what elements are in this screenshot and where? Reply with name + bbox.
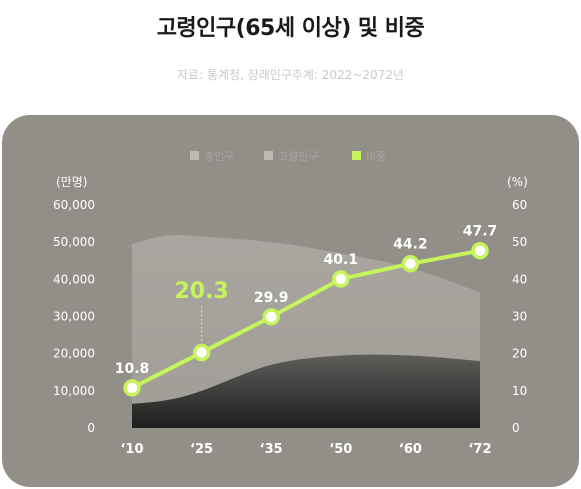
right-tick-label: 30 xyxy=(512,310,527,324)
right-tick-label: 60 xyxy=(512,198,527,212)
x-tick-label: ‘35 xyxy=(260,442,283,457)
x-tick-label: ‘72 xyxy=(468,442,491,457)
left-tick-label: 40,000 xyxy=(53,272,95,286)
left-tick-label: 50,000 xyxy=(53,235,95,249)
left-axis-unit: (만명) xyxy=(56,175,87,189)
share-point xyxy=(332,270,350,288)
right-tick-label: 10 xyxy=(512,384,527,398)
chart-panel: 총인구 고령인구 비중 (만명) (%) 60,000 50,000 40,000 3… xyxy=(2,115,579,487)
share-point xyxy=(123,379,141,397)
left-tick-label: 30,000 xyxy=(53,310,95,324)
right-tick-label: 50 xyxy=(512,235,527,249)
left-tick-label: 10,000 xyxy=(53,384,95,398)
x-axis-ticks: ‘10 ‘25 ‘35 ‘50 ‘60 ‘72 xyxy=(120,442,491,457)
left-tick-label: 0 xyxy=(87,421,95,435)
left-axis-ticks: 60,000 50,000 40,000 30,000 20,000 10,000 0 xyxy=(53,198,95,435)
right-tick-label: 40 xyxy=(512,272,527,286)
share-data-label: 44.2 xyxy=(393,237,428,253)
elderly-population-area xyxy=(132,354,480,428)
chart-svg: 총인구 고령인구 비중 (만명) (%) 60,000 50,000 40,000 3… xyxy=(53,150,528,457)
share-data-label: 29.9 xyxy=(254,290,289,306)
share-point xyxy=(262,308,280,326)
source-note: 자료: 통계청, 장래인구추계: 2022~2072년 xyxy=(177,68,404,82)
right-axis-unit: (%) xyxy=(507,175,528,189)
x-tick-label: ‘60 xyxy=(399,442,422,457)
x-tick-label: ‘25 xyxy=(190,442,213,457)
legend-label-total: 총인구 xyxy=(204,150,234,163)
legend-swatch-elderly xyxy=(264,151,273,160)
legend-swatch-share xyxy=(352,151,361,160)
highlight-data-label: 20.3 xyxy=(174,279,228,304)
share-line xyxy=(131,248,481,390)
share-data-label: 10.8 xyxy=(115,361,150,377)
x-tick-label: ‘50 xyxy=(329,442,352,457)
left-tick-label: 60,000 xyxy=(53,198,95,212)
share-point xyxy=(401,254,420,273)
right-tick-label: 0 xyxy=(512,421,520,435)
legend-label-elderly: 고령인구 xyxy=(278,150,318,163)
share-data-label: 40.1 xyxy=(324,252,359,268)
right-axis-ticks: 60 50 40 30 20 10 0 xyxy=(512,198,527,435)
x-tick-label: ‘10 xyxy=(120,442,143,457)
left-tick-label: 20,000 xyxy=(53,347,95,361)
share-data-label: 47.7 xyxy=(463,224,498,240)
right-tick-label: 20 xyxy=(512,347,527,361)
legend: 총인구 고령인구 비중 xyxy=(190,150,386,163)
share-point xyxy=(471,241,489,260)
area-layer xyxy=(132,234,480,428)
legend-swatch-total xyxy=(190,151,199,160)
page-title: 고령인구(65세 이상) 및 비중 xyxy=(156,16,425,41)
share-point xyxy=(192,343,211,362)
share-line-layer: 10.8 20.3 29.9 40.1 44.2 47.7 xyxy=(115,224,498,397)
legend-label-share: 비중 xyxy=(366,150,386,163)
